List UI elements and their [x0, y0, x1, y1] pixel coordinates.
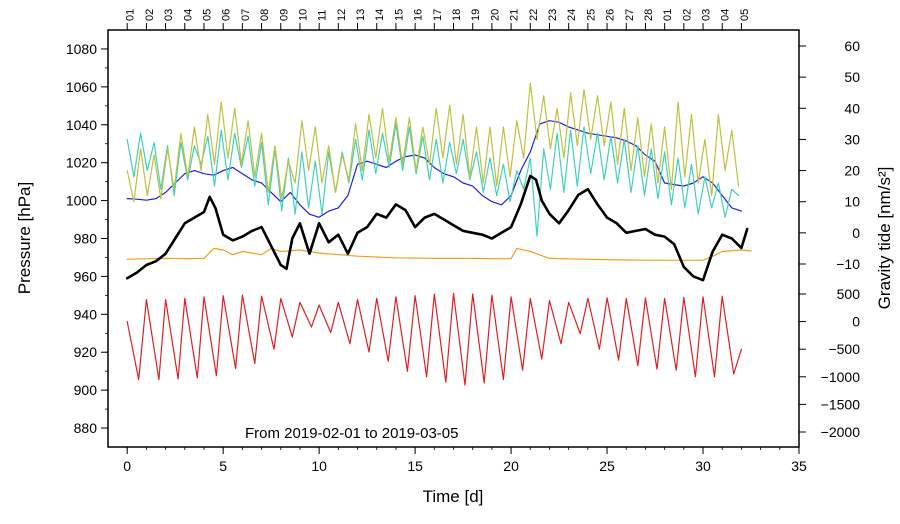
top-day-label: 26 — [605, 9, 617, 21]
top-day-label: 03 — [701, 9, 713, 21]
y-right-upper-tick-label: 60 — [844, 38, 860, 54]
y-left-tick-label: 920 — [74, 344, 98, 360]
y-left-tick-label: 1020 — [66, 155, 97, 171]
top-day-label: 06 — [221, 9, 233, 21]
top-day-label: 19 — [470, 9, 482, 21]
y-right-lower-tick-label: 500 — [837, 286, 861, 302]
y-right-upper-tick-label: 30 — [844, 131, 860, 147]
y-left-tick-label: 1080 — [66, 41, 97, 57]
top-day-label: 17 — [432, 9, 444, 21]
y-left-tick-label: 880 — [74, 420, 98, 436]
y-right-upper-tick-label: 0 — [852, 225, 860, 241]
top-day-label: 02 — [681, 9, 693, 21]
top-day-label: 28 — [643, 9, 655, 21]
y-left-tick-label: 1000 — [66, 193, 97, 209]
top-day-label: 05 — [201, 9, 213, 21]
plot-frame — [107, 29, 800, 448]
right-axis: 60 50 40 30 20 10 0 −10 500 0 −500 −1000 −1500 −2000 — [799, 38, 860, 440]
top-day-label: 03 — [163, 9, 175, 21]
y-left-tick-label: 1060 — [66, 79, 97, 95]
series-line-cyan-component — [126, 123, 740, 237]
top-day-label: 05 — [739, 9, 751, 21]
top-day-label: 09 — [278, 9, 290, 21]
top-day-label: 01 — [125, 9, 137, 21]
y-left-tick-label: 900 — [74, 382, 98, 398]
top-day-label: 16 — [413, 9, 425, 21]
y-right-lower-tick-label: −2000 — [821, 424, 861, 440]
top-day-label: 21 — [509, 9, 521, 21]
series-line-orange-component — [126, 247, 752, 261]
date-range-annotation: From 2019-02-01 to 2019-03-05 — [245, 425, 458, 442]
x-tick-label: 25 — [599, 458, 615, 474]
top-day-label: 11 — [317, 10, 329, 21]
top-day-label: 25 — [585, 9, 597, 21]
y-axis-right-label: Gravity tide [nm/s²] — [875, 167, 894, 310]
y-axis-left-label: Pressure [hPa] — [15, 182, 34, 294]
x-tick-label: 10 — [311, 458, 327, 474]
left-axis: 880 900 920 940 960 980 1000 1020 1040 1060 1080 — [66, 41, 108, 436]
y-right-lower-tick-label: −1500 — [821, 396, 861, 412]
y-left-tick-label: 960 — [74, 268, 98, 284]
y-right-lower-tick-label: −500 — [828, 341, 860, 357]
y-right-lower-tick-label: 0 — [852, 314, 860, 330]
y-left-tick-label: 1040 — [66, 117, 97, 133]
top-axis-day-labels: 01 02 03 04 05 06 07 08 09 10 11 12 13 14 15 16 17 18 19 20… — [125, 9, 751, 30]
top-day-label: 24 — [566, 9, 578, 21]
y-right-upper-tick-label: 20 — [844, 163, 860, 179]
x-tick-label: 15 — [407, 458, 423, 474]
series-line-olive-component — [126, 82, 740, 203]
series-line-pressure — [125, 174, 749, 282]
top-day-label: 23 — [547, 9, 559, 21]
top-day-label: 12 — [336, 9, 348, 21]
y-right-upper-tick-label: 40 — [844, 100, 860, 116]
top-day-label: 02 — [144, 9, 156, 21]
y-right-lower-tick-label: −1000 — [821, 369, 861, 385]
x-tick-label: 0 — [123, 458, 131, 474]
bottom-axis: 0 5 10 15 20 25 30 35 — [123, 447, 807, 474]
series-layer — [125, 82, 752, 386]
top-day-label: 20 — [489, 9, 501, 21]
x-tick-label: 30 — [695, 458, 711, 474]
top-day-label: 08 — [259, 9, 271, 21]
top-day-label: 04 — [182, 9, 194, 21]
top-day-label: 18 — [451, 9, 463, 21]
x-tick-label: 5 — [219, 458, 227, 474]
x-axis-label: Time [d] — [423, 487, 484, 506]
x-tick-label: 35 — [791, 458, 807, 474]
top-day-label: 22 — [528, 9, 540, 21]
top-day-label: 13 — [355, 9, 367, 21]
top-day-label: 14 — [374, 9, 386, 21]
x-tick-label: 20 — [503, 458, 519, 474]
series-line-red-component — [126, 292, 743, 386]
top-day-label: 10 — [297, 9, 309, 21]
top-day-label: 04 — [720, 9, 732, 21]
top-day-label: 15 — [393, 9, 405, 21]
top-day-label: 01 — [662, 9, 674, 21]
top-day-label: 07 — [240, 9, 252, 21]
y-left-tick-label: 980 — [74, 231, 98, 247]
y-right-upper-tick-label: 50 — [844, 69, 860, 85]
top-day-label: 27 — [624, 9, 636, 21]
y-right-upper-tick-label: 10 — [844, 194, 860, 210]
y-right-upper-tick-label: −10 — [836, 256, 860, 272]
y-left-tick-label: 940 — [74, 306, 98, 322]
